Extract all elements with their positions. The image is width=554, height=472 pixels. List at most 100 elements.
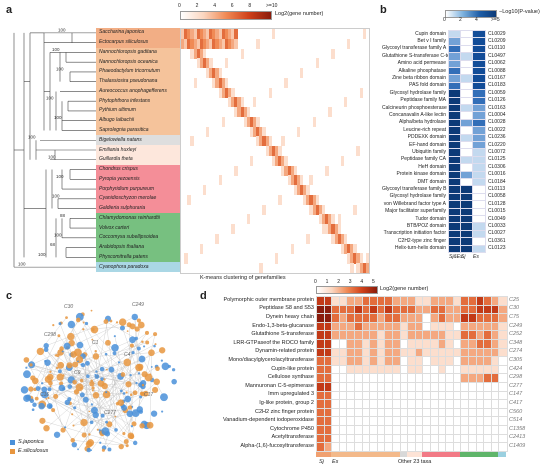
taxon-color-strip [498, 451, 506, 457]
network-node [30, 375, 36, 381]
network-node [80, 363, 83, 366]
network-node [43, 347, 49, 353]
network-node [67, 320, 76, 329]
heatmap-cell [275, 155, 279, 166]
heatmap-cell [337, 224, 342, 235]
heatmap-cell [206, 58, 210, 69]
network-node [122, 392, 126, 395]
gene-family-label: C2H2 zinc finger protein [254, 408, 314, 415]
domain-label: Glutathione S-transferase C-term [382, 52, 456, 59]
heatmap-cell [206, 29, 210, 40]
heatmap-cell [196, 58, 201, 69]
domain-label: Leucine-rich repeat [403, 126, 446, 133]
heatmap-cell [350, 243, 354, 254]
heatmap-cell [300, 68, 304, 79]
heatmap-cell [347, 38, 351, 49]
heatmap-cell [293, 185, 298, 196]
gene-family-label: Acetyltransferase [271, 434, 315, 441]
heatmap-cell [350, 263, 354, 274]
taxon-group-band [96, 115, 180, 126]
heatmap-cell [309, 204, 313, 215]
network-node [92, 353, 100, 360]
domain-label: DMT domain [417, 178, 446, 185]
taxon-color-strip [422, 451, 430, 457]
heatmap-cell [322, 224, 326, 235]
heatmap-cell [340, 233, 345, 244]
heatmap-cell [215, 68, 219, 79]
clan-id: CL0236 [488, 134, 506, 141]
network-node-label: C4 [124, 352, 131, 358]
taxon-label: Cyanidioschyzon merolae [99, 195, 157, 202]
gene-family-label: Imm upregulated 3 [268, 391, 314, 398]
taxon-color-strip [407, 451, 415, 457]
legend-colorbar [180, 11, 272, 20]
taxon-label: Physcomitrella patens [99, 253, 148, 260]
network-node [143, 345, 146, 348]
panel-a-letter: a [6, 4, 13, 16]
network-node [98, 429, 101, 432]
heatmap-cell [237, 107, 241, 118]
legend-title: −Log10(P-value) [499, 9, 540, 15]
heatmap-cell [325, 224, 329, 235]
heatmap-cell [287, 165, 291, 176]
heatmap-cell [190, 48, 194, 59]
heatmap-cell [318, 204, 323, 215]
network-node [92, 392, 100, 399]
heatmap-cell [278, 146, 282, 157]
heatmap-cell [350, 253, 354, 264]
heatmap-cell [231, 38, 235, 49]
gene-family-label: Glutathione S-transferase [251, 331, 314, 338]
network-node [65, 316, 68, 320]
heatmap-cell [296, 126, 301, 137]
domain-label: HeH domain [418, 163, 446, 170]
network-edge [122, 327, 144, 387]
network-node [25, 394, 32, 401]
domain-label: Tudor domain [415, 215, 446, 222]
domain-label: Glycosyl transferase family A [382, 45, 447, 52]
panel-b-legend: −Log10(P-value) 0 2 4 >=5 [443, 4, 545, 26]
swatch-icon [10, 440, 15, 446]
domain-label: Zine beta ribbon domain [392, 74, 446, 81]
panel-c-letter: c [6, 290, 13, 302]
network-node [127, 405, 133, 410]
heatmap-cell [218, 29, 223, 40]
network-edge [89, 368, 141, 412]
network-node [101, 448, 105, 452]
network-node [111, 343, 119, 352]
heatmap-cell [206, 38, 210, 49]
heatmap-cell [218, 68, 223, 79]
network-node-label: C277 [104, 410, 116, 416]
network-node [53, 393, 59, 399]
clan-id: CL0029 [488, 30, 506, 37]
gene-family-label: Dynamin-related protein [255, 348, 314, 355]
network-node [145, 340, 150, 345]
network-node [53, 431, 61, 438]
network-node [129, 323, 136, 330]
heatmap-cell [356, 146, 360, 157]
network-node [139, 395, 143, 399]
clan-id: CL0110 [488, 45, 506, 52]
network-node [29, 398, 35, 403]
clan-id: CL0497 [488, 52, 506, 59]
network-node [149, 373, 152, 376]
heatmap-cell [215, 38, 219, 49]
heatmap-cell [256, 38, 260, 49]
heatmap-cell [331, 48, 335, 59]
network-node [88, 433, 91, 436]
gene-family-label: Cellulose synthase [267, 374, 314, 381]
network-edge [105, 321, 118, 404]
network-node [56, 373, 64, 381]
network-node-label: C17 [144, 392, 153, 398]
heatmap-cell [293, 165, 298, 176]
heatmap-cell [202, 58, 207, 69]
cluster-id: C30 [509, 305, 520, 312]
network-edge [79, 316, 144, 386]
taxon-color-strip [376, 451, 385, 457]
gene-family-label: Cytochrome P450 [269, 425, 314, 432]
network-node [40, 390, 49, 399]
taxon-label: Saccharina japonica [99, 29, 145, 36]
heatmap-cell [315, 194, 320, 205]
heatmap-cell [359, 253, 364, 264]
column-label: Es [473, 254, 479, 260]
